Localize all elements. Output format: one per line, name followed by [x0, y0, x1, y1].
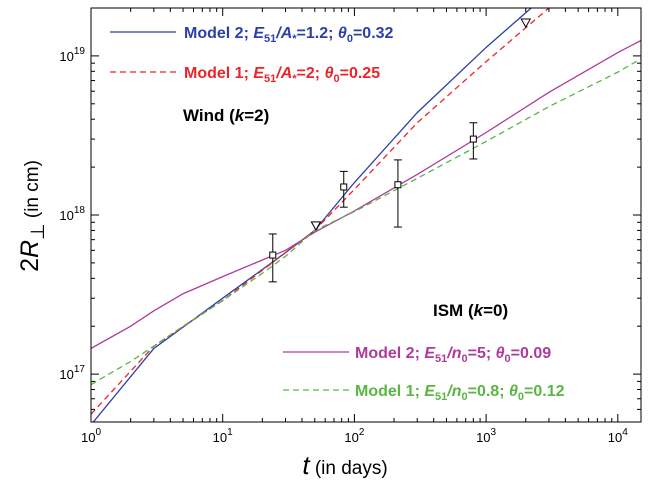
square-marker: [469, 135, 477, 143]
data-point-1: [339, 170, 348, 208]
x-axis-title: t (in days): [302, 450, 387, 480]
y-tick-label: 1018: [59, 205, 85, 223]
data-point-3: [469, 122, 478, 160]
x-tick-label: 103: [476, 427, 496, 445]
y-axis-title: 2R⊥ (in cm): [16, 160, 49, 272]
ticks-layer: 100 101 102 103 104 1017 1018 1019: [59, 7, 641, 445]
series-line-ism-3: [91, 58, 641, 386]
data-points-layer: [268, 18, 532, 283]
square-marker: [394, 181, 402, 189]
x-tick-label: 104: [608, 427, 628, 445]
y-tick-label: 1017: [59, 364, 85, 382]
annotation-wind: Wind (k=2): [183, 106, 269, 125]
legend-label-ism-model-1: Model 1; E51/n0=0.8; θ0=0.12: [355, 383, 565, 403]
x-tick-label: 101: [213, 427, 233, 445]
legend-wind: Model 2; E51/A*=1.2; θ0=0.32 Model 1; E5…: [110, 25, 394, 85]
upper-limit-marker-1: [520, 18, 532, 29]
x-tick-label: 102: [344, 427, 364, 445]
legend-label-ism-model-2: Model 2; E51/n0=5; θ0=0.09: [355, 345, 551, 365]
x-tick-label: 100: [81, 427, 101, 445]
plot-area: [91, 8, 641, 422]
annotation-ism: ISM (k=0): [433, 301, 508, 320]
y-tick-label: 1019: [59, 46, 85, 64]
data-point-2: [393, 159, 402, 228]
data-point-0: [268, 233, 277, 283]
square-marker: [269, 251, 277, 259]
legend-label-wind-model-1: Model 1; E51/A*=2; θ0=0.25: [184, 65, 380, 85]
upper-limit-marker-0: [310, 221, 322, 231]
series-line-ism-2: [91, 39, 641, 349]
plot-frame: [90, 7, 642, 423]
square-marker: [340, 183, 348, 191]
legend-label-wind-model-2: Model 2; E51/A*=1.2; θ0=0.32: [184, 25, 394, 45]
series-layer: [91, 8, 641, 422]
legend-ism: Model 2; E51/n0=5; θ0=0.09 Model 1; E51/…: [283, 345, 565, 403]
